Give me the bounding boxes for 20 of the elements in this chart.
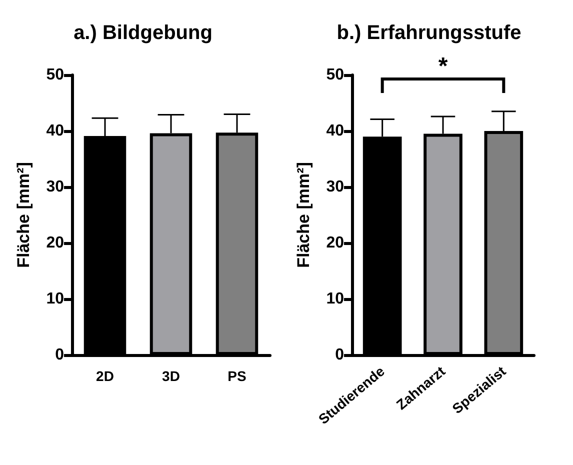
y-tick-label: 30 <box>46 178 64 196</box>
x-tick-label: 3D <box>162 368 180 384</box>
y-tick-label: 40 <box>46 122 64 140</box>
y-tick-label: 0 <box>335 346 344 364</box>
y-tick-label: 30 <box>326 178 344 196</box>
y-tick-label: 20 <box>326 234 344 252</box>
x-tick-label: PS <box>228 368 246 384</box>
chart-title: b.) Erfahrungsstufe <box>336 22 522 44</box>
chart-title: a.) Bildgebung <box>74 22 212 44</box>
y-tick-label: 10 <box>46 290 64 308</box>
y-axis-title: Fläche [mm²] <box>14 162 33 268</box>
y-tick-label: 50 <box>326 66 344 84</box>
annotation: * <box>438 53 448 80</box>
y-tick-label: 10 <box>326 290 344 308</box>
y-tick-label: 0 <box>55 346 64 364</box>
y-tick-label: 20 <box>46 234 64 252</box>
x-tick-label: 2D <box>96 368 114 384</box>
y-axis-title: Fläche [mm²] <box>294 162 313 268</box>
y-tick-label: 40 <box>326 122 344 140</box>
y-tick-label: 50 <box>46 66 64 84</box>
